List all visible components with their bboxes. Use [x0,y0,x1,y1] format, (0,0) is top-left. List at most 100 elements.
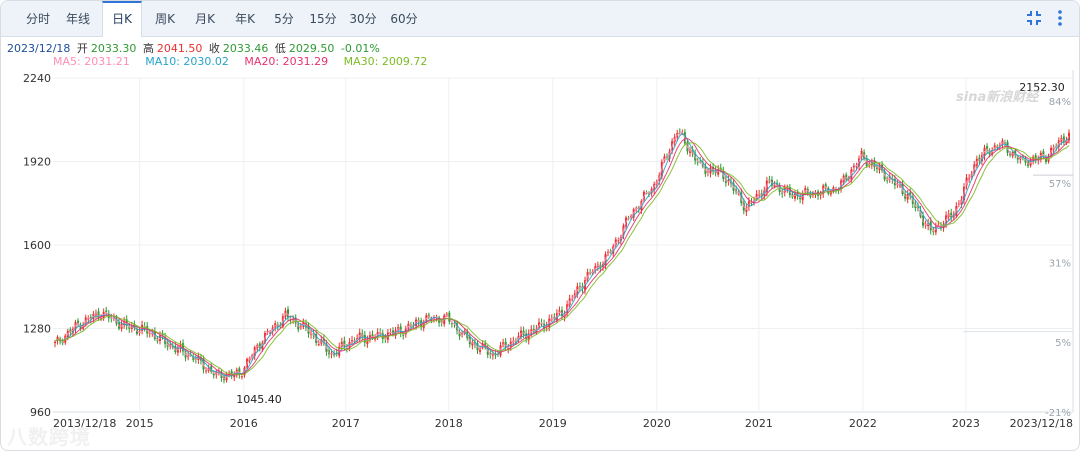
candle-body [184,352,187,358]
ma5-value: MA5: 2031.21 [53,55,130,68]
candle-body [978,157,981,161]
ma20-value: MA20: 2031.29 [244,55,329,68]
candle-body [986,146,989,151]
low-label: 低 [274,42,286,55]
tab-1[interactable]: 年线 [65,12,90,26]
pct-tick-label: 57% [1049,179,1071,190]
x-tick-label: 2020 [643,417,671,430]
candle-body [794,193,797,199]
candle-body [1062,136,1065,143]
y-tick-label: 1600 [23,239,51,252]
candle-body [852,165,855,169]
candle-body [481,343,484,348]
tab-2[interactable]: 日K [102,1,142,37]
candle-body [689,150,692,153]
x-tick-label: 2023/12/18 [1010,417,1073,430]
candle-body [832,187,835,191]
candle-body [450,323,453,325]
pct-tick-label: 31% [1049,259,1071,270]
close-value: 2033.46 [222,42,269,55]
tab-7[interactable]: 15分 [309,12,337,26]
tab-3[interactable]: 周K [155,12,175,26]
candle-body [69,329,72,333]
candle-body [135,329,138,334]
candle-body [238,368,241,375]
y-tick-label: 960 [30,406,51,419]
price-annotation: 1045.40 [236,393,282,406]
candle-body [333,354,336,356]
candle-body [591,272,594,274]
candle-body [192,356,195,360]
candle-body [269,332,272,334]
candle-body [993,145,996,149]
candle-body [988,151,991,155]
low-value: 2029.50 [288,42,335,55]
candle-body [212,373,215,376]
ma10-value: MA10: 2030.02 [145,55,229,68]
tab-4[interactable]: 月K [195,12,215,26]
candle-body [1016,156,1019,160]
candle-body [1034,155,1037,160]
tab-8[interactable]: 30分 [349,12,377,26]
tab-0[interactable]: 分时 [25,12,50,26]
candle-body [888,176,891,180]
candle-body [1042,151,1045,157]
candle-body [878,166,881,171]
more-vertical-icon[interactable] [1051,9,1069,27]
tab-9[interactable]: 60分 [390,12,418,26]
candle-body [56,336,59,341]
open-label: 开 [76,42,88,55]
candle-body [471,342,474,346]
x-tick-label: 2019 [539,417,567,430]
candle-body [205,370,208,372]
collapse-icon[interactable] [1025,9,1043,27]
ma-legend: MA5: 2031.21 MA10: 2030.02 MA20: 2031.29… [53,55,439,68]
x-tick-label: 2017 [332,417,360,430]
candle-body [366,339,369,344]
candle-body [860,150,863,157]
candle-body [709,167,712,174]
x-tick-label: 2015 [126,417,154,430]
candle-body [422,321,425,328]
candle-body [79,325,82,329]
tab-5[interactable]: 年K [235,12,255,26]
x-tick-label: 2021 [745,417,773,430]
candle-body [691,149,694,154]
y-tick-label: 1280 [23,323,51,336]
candle-body [343,340,346,347]
candle-body [276,324,279,327]
y-tick-label: 1920 [23,156,51,169]
sina-watermark: sina新浪财经 [956,90,1039,105]
candle-body [479,348,482,352]
x-tick-label: 2016 [230,417,258,430]
candle-body [402,334,405,336]
candle-body [240,376,243,378]
candle-body [156,340,159,342]
candle-body [87,318,90,320]
period-tab-bar: 分时 年线 日K 周K 月K 年K 5分 15分 30分 60分 [1,1,1079,37]
candle-body [727,180,730,182]
candle-body [266,330,269,332]
candle-body [297,324,300,330]
candle-body [804,188,807,192]
ma20-line [54,138,1070,376]
candle-body [996,146,999,148]
ma5-line [54,131,1070,380]
candle-body [353,341,356,343]
candle-body [796,192,799,197]
candle-body [950,212,953,218]
candle-body [773,184,776,187]
candle-body [873,160,876,167]
candle-body [345,348,348,350]
candle-body [394,330,397,336]
pct-tick-label: 5% [1055,338,1071,349]
ma30-value: MA30: 2009.72 [343,55,428,68]
candle-body [927,222,930,227]
tab-6[interactable]: 5分 [274,12,294,26]
candle-body [317,344,320,346]
candle-body [834,188,837,190]
candle-body [287,309,290,318]
